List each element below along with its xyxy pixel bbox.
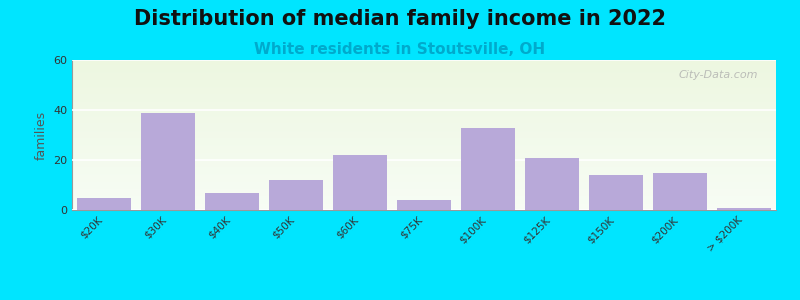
Bar: [333, 155, 387, 210]
Bar: [525, 158, 579, 210]
Bar: [589, 175, 643, 210]
Text: Distribution of median family income in 2022: Distribution of median family income in …: [134, 9, 666, 29]
Bar: [717, 208, 771, 210]
Y-axis label: families: families: [34, 110, 47, 160]
Text: White residents in Stoutsville, OH: White residents in Stoutsville, OH: [254, 42, 546, 57]
Bar: [269, 180, 323, 210]
Bar: [141, 112, 195, 210]
Bar: [653, 172, 707, 210]
Bar: [205, 193, 259, 210]
Bar: [461, 128, 515, 210]
Bar: [397, 200, 451, 210]
Bar: [77, 197, 131, 210]
Text: City-Data.com: City-Data.com: [679, 70, 758, 80]
